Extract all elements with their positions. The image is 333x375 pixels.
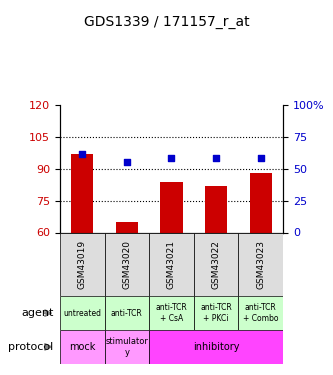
- Text: GDS1339 / 171157_r_at: GDS1339 / 171157_r_at: [84, 15, 249, 29]
- Text: protocol: protocol: [8, 342, 53, 352]
- Point: [80, 151, 85, 157]
- Bar: [238, 232, 283, 296]
- Bar: [105, 330, 149, 364]
- Text: stimulator
y: stimulator y: [106, 337, 148, 357]
- Text: GSM43019: GSM43019: [78, 240, 87, 289]
- Bar: [60, 296, 105, 330]
- Text: GSM43023: GSM43023: [256, 240, 265, 289]
- Text: anti-TCR: anti-TCR: [111, 309, 143, 318]
- Bar: [105, 232, 149, 296]
- Bar: [194, 296, 238, 330]
- Text: GSM43021: GSM43021: [167, 240, 176, 289]
- Bar: [205, 186, 227, 232]
- Bar: [194, 232, 238, 296]
- Text: anti-TCR
+ PKCi: anti-TCR + PKCi: [200, 303, 232, 323]
- Text: untreated: untreated: [63, 309, 101, 318]
- Text: anti-TCR
+ CsA: anti-TCR + CsA: [156, 303, 187, 323]
- Point: [213, 155, 219, 161]
- Text: agent: agent: [21, 308, 53, 318]
- Bar: [149, 232, 194, 296]
- Point: [124, 159, 130, 165]
- Text: GSM43022: GSM43022: [211, 240, 221, 289]
- Bar: [71, 154, 93, 232]
- Text: GSM43020: GSM43020: [122, 240, 132, 289]
- Bar: [161, 182, 182, 232]
- Bar: [249, 173, 272, 232]
- Bar: [238, 296, 283, 330]
- Text: anti-TCR
+ Combo: anti-TCR + Combo: [243, 303, 278, 323]
- Bar: [149, 296, 194, 330]
- Bar: [149, 330, 283, 364]
- Point: [169, 155, 174, 161]
- Bar: [116, 222, 138, 232]
- Bar: [105, 296, 149, 330]
- Text: inhibitory: inhibitory: [193, 342, 239, 352]
- Bar: [60, 330, 105, 364]
- Bar: [60, 232, 105, 296]
- Point: [258, 155, 263, 161]
- Text: mock: mock: [69, 342, 96, 352]
